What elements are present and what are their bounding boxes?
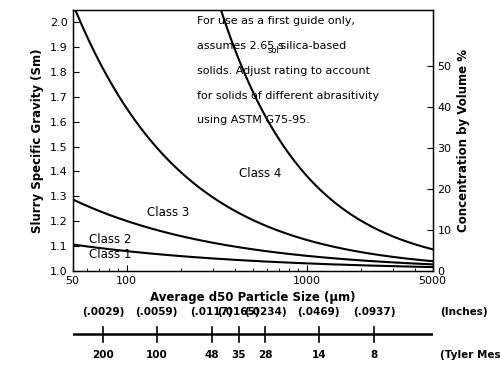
Text: sol: sol bbox=[268, 46, 280, 55]
Text: 28: 28 bbox=[258, 350, 272, 360]
Text: silica-based: silica-based bbox=[276, 41, 346, 51]
Text: (.0234): (.0234) bbox=[244, 307, 286, 317]
Text: (.0059): (.0059) bbox=[136, 307, 178, 317]
Text: (.0937): (.0937) bbox=[352, 307, 395, 317]
Text: (Tyler Mesh): (Tyler Mesh) bbox=[440, 350, 500, 360]
Text: for solids of different abrasitivity: for solids of different abrasitivity bbox=[196, 91, 379, 101]
Text: using ASTM G75-95.: using ASTM G75-95. bbox=[196, 115, 310, 125]
Text: Class 3: Class 3 bbox=[147, 205, 190, 219]
Text: 100: 100 bbox=[146, 350, 168, 360]
Text: For use as a first guide only,: For use as a first guide only, bbox=[196, 16, 354, 26]
Y-axis label: Slurry Specific Gravity (Sm): Slurry Specific Gravity (Sm) bbox=[32, 48, 44, 233]
Text: 200: 200 bbox=[92, 350, 114, 360]
Text: Class 2: Class 2 bbox=[90, 233, 132, 246]
Text: (.0117): (.0117) bbox=[190, 307, 233, 317]
Text: (.0029): (.0029) bbox=[82, 307, 124, 317]
Text: 8: 8 bbox=[370, 350, 378, 360]
X-axis label: Average d50 Particle Size (μm): Average d50 Particle Size (μm) bbox=[150, 291, 355, 304]
Text: Class 1: Class 1 bbox=[90, 248, 132, 261]
Text: 14: 14 bbox=[312, 350, 326, 360]
Y-axis label: Concentration by Volume %: Concentration by Volume % bbox=[457, 49, 470, 232]
Text: (Inches): (Inches) bbox=[440, 307, 488, 317]
Text: (.0469): (.0469) bbox=[298, 307, 340, 317]
Text: 35: 35 bbox=[232, 350, 246, 360]
Text: 48: 48 bbox=[204, 350, 219, 360]
Text: assumes 2.65 s: assumes 2.65 s bbox=[196, 41, 283, 51]
Text: solids. Adjust rating to account: solids. Adjust rating to account bbox=[196, 66, 370, 76]
Text: Class 4: Class 4 bbox=[239, 167, 281, 180]
Text: (.0165): (.0165) bbox=[218, 307, 260, 317]
